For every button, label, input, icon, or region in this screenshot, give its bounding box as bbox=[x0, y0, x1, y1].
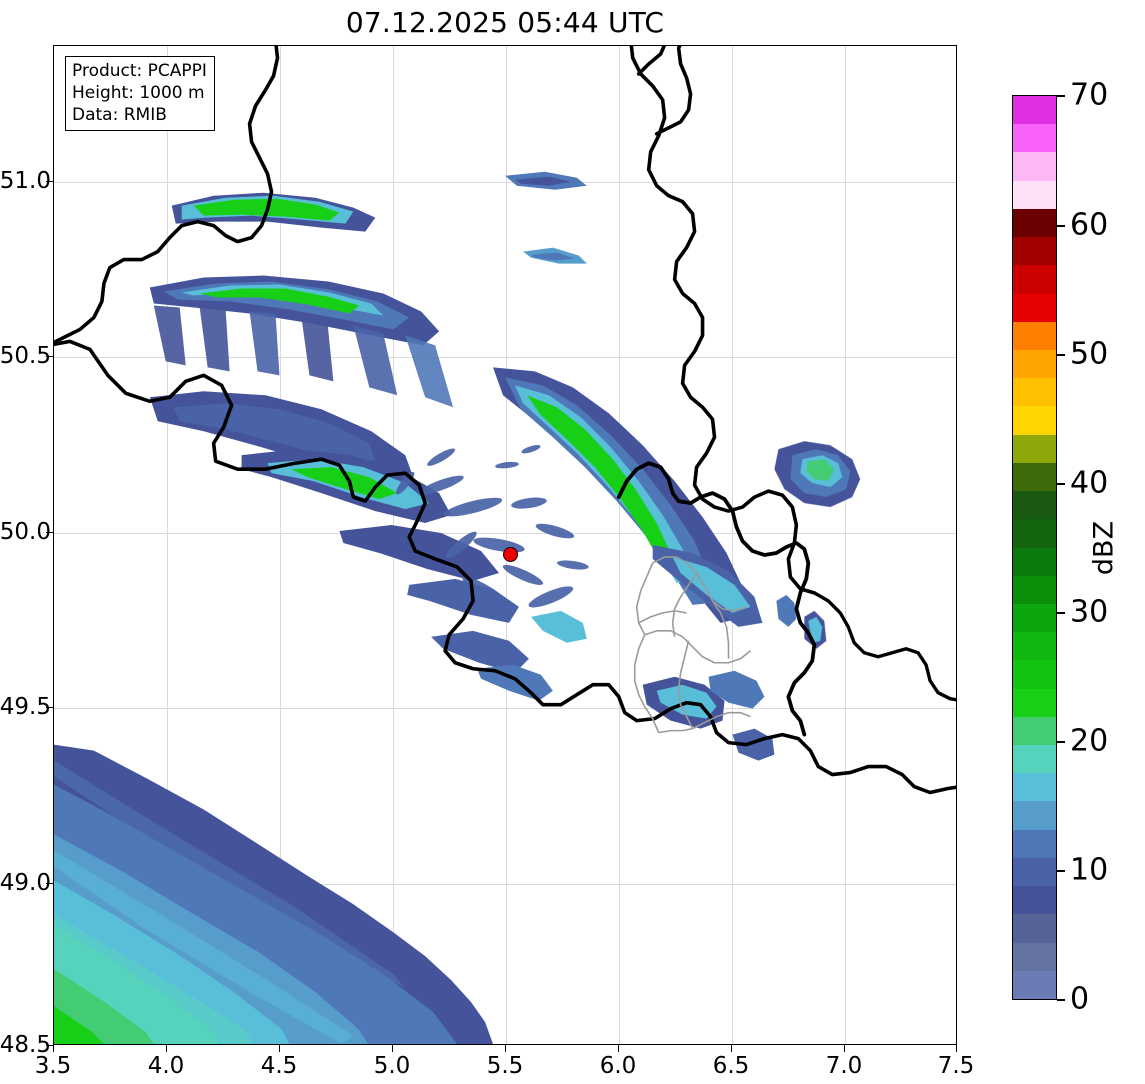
colorbar-tick-label: 60 bbox=[1070, 207, 1109, 243]
y-tick-label: 50.5 bbox=[0, 343, 51, 369]
colorbar-band bbox=[1013, 406, 1056, 435]
luxembourg-cantons bbox=[633, 556, 751, 734]
colorbar-band bbox=[1013, 660, 1056, 689]
colorbar-tick-label: 30 bbox=[1070, 594, 1109, 630]
gridline-x bbox=[280, 46, 281, 1044]
echo-central-bands bbox=[149, 192, 587, 701]
colorbar-band bbox=[1013, 180, 1056, 209]
colorbar-band bbox=[1013, 632, 1056, 661]
colorbar-band bbox=[1013, 801, 1056, 830]
colorbar-band bbox=[1013, 293, 1056, 322]
info-height: Height: 1000 m bbox=[72, 83, 205, 103]
colorbar-tick-label: 0 bbox=[1070, 981, 1090, 1017]
colorbar-band bbox=[1013, 265, 1056, 294]
colorbar-band bbox=[1013, 745, 1056, 774]
info-box: Product: PCAPPI Height: 1000 m Data: RMI… bbox=[65, 56, 215, 131]
colorbar-band bbox=[1013, 208, 1056, 238]
colorbar-band bbox=[1013, 575, 1056, 604]
y-tick-label: 51.0 bbox=[0, 168, 51, 194]
colorbar-band bbox=[1013, 462, 1056, 492]
colorbar-band bbox=[1013, 321, 1056, 350]
colorbar-band bbox=[1013, 378, 1056, 407]
y-tick-label: 49.0 bbox=[0, 870, 51, 896]
x-tick-label: 6.0 bbox=[599, 1053, 637, 1079]
gridline-x bbox=[619, 46, 620, 1044]
gridline-y bbox=[54, 357, 956, 358]
gridline-y bbox=[54, 708, 956, 709]
colorbar-band bbox=[1013, 124, 1056, 153]
info-product: Product: PCAPPI bbox=[72, 61, 207, 81]
colorbar-title: dBZ bbox=[1088, 520, 1120, 576]
gridline-x bbox=[845, 46, 846, 1044]
colorbar-tick-label: 20 bbox=[1070, 723, 1109, 759]
colorbar-tick-label: 70 bbox=[1070, 77, 1109, 113]
y-tick-label: 50.0 bbox=[0, 519, 51, 545]
colorbar-band bbox=[1013, 237, 1056, 266]
echo-north-streaks bbox=[505, 171, 587, 264]
info-data: Data: RMIB bbox=[72, 105, 167, 125]
colorbar-band bbox=[1013, 152, 1056, 181]
colorbar-band bbox=[1013, 942, 1056, 971]
colorbar[interactable] bbox=[1012, 95, 1057, 1000]
radar-reflectivity-layer bbox=[54, 46, 956, 1044]
gridline-x bbox=[167, 46, 168, 1044]
x-tick-label: 7.0 bbox=[825, 1053, 863, 1079]
gridline-x bbox=[732, 46, 733, 1044]
radar-map-panel[interactable]: Product: PCAPPI Height: 1000 m Data: RMI… bbox=[53, 45, 957, 1045]
x-tick-label: 3.5 bbox=[34, 1053, 72, 1079]
colorbar-band bbox=[1013, 434, 1056, 463]
colorbar-band bbox=[1013, 716, 1056, 746]
x-tick-label: 5.5 bbox=[486, 1053, 524, 1079]
colorbar-band bbox=[1013, 829, 1056, 858]
radar-site-marker[interactable] bbox=[503, 547, 518, 562]
colorbar-tick-label: 50 bbox=[1070, 336, 1109, 372]
colorbar-tick-label: 10 bbox=[1070, 852, 1109, 888]
map-clip bbox=[54, 46, 956, 1044]
border-fragment-east bbox=[812, 591, 956, 702]
colorbar-band bbox=[1013, 96, 1056, 125]
colorbar-band bbox=[1013, 914, 1056, 943]
luxembourg-border bbox=[616, 461, 817, 737]
gridline-y bbox=[54, 884, 956, 885]
colorbar-gradient bbox=[1013, 96, 1056, 999]
colorbar-tick-label: 40 bbox=[1070, 465, 1109, 501]
gridline-y bbox=[54, 533, 956, 534]
x-tick-label: 6.5 bbox=[712, 1053, 750, 1079]
echo-border-band bbox=[493, 367, 763, 627]
echo-east-cluster bbox=[774, 441, 861, 649]
colorbar-band bbox=[1013, 688, 1056, 717]
colorbar-band bbox=[1013, 491, 1056, 520]
colorbar-band bbox=[1013, 886, 1056, 915]
echo-southwest bbox=[54, 744, 494, 1044]
national-borders bbox=[54, 46, 956, 795]
colorbar-band bbox=[1013, 349, 1056, 379]
x-tick-label: 7.5 bbox=[937, 1053, 975, 1079]
colorbar-band bbox=[1013, 547, 1056, 576]
colorbar-band bbox=[1013, 519, 1056, 548]
colorbar-band bbox=[1013, 603, 1056, 633]
x-tick-label: 4.0 bbox=[147, 1053, 185, 1079]
gridline-y bbox=[54, 182, 956, 183]
colorbar-band bbox=[1013, 857, 1056, 887]
page-title: 07.12.2025 05:44 UTC bbox=[345, 6, 665, 39]
colorbar-band bbox=[1013, 970, 1056, 999]
colorbar-band bbox=[1013, 773, 1056, 802]
x-tick-label: 4.5 bbox=[260, 1053, 298, 1079]
y-tick-label: 48.5 bbox=[0, 1032, 51, 1058]
y-tick-label: 49.5 bbox=[0, 694, 51, 720]
x-tick-label: 5.0 bbox=[373, 1053, 411, 1079]
